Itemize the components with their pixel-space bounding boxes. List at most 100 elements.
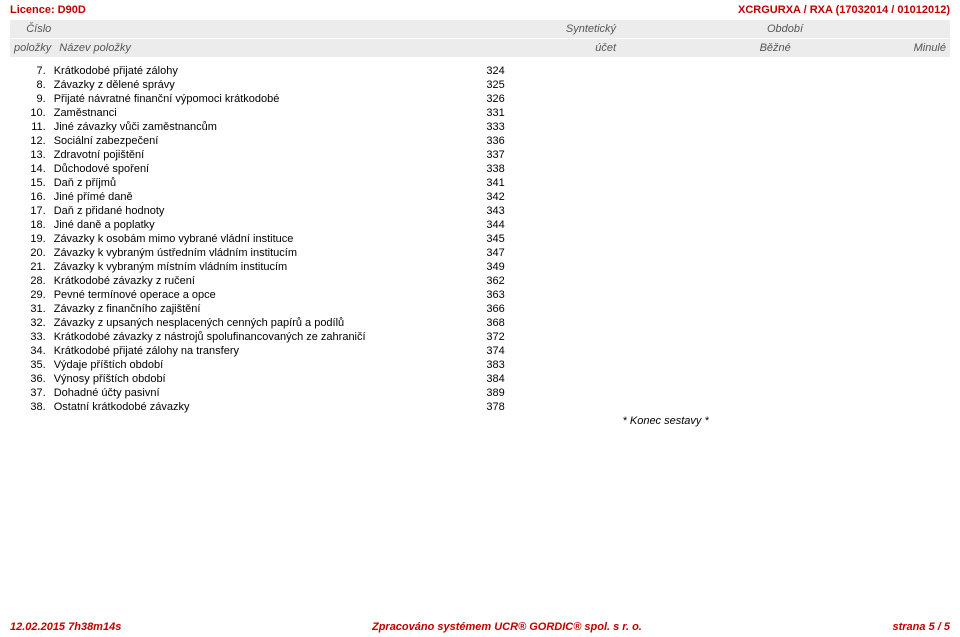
row-account: 336 xyxy=(482,134,618,148)
row-name: Dohadné účty pasivní xyxy=(50,386,483,400)
row-prev xyxy=(794,204,950,218)
row-prev xyxy=(794,246,950,260)
row-prev xyxy=(794,120,950,134)
table-row: 9.Přijaté návratné finanční výpomoci krá… xyxy=(10,92,950,106)
row-current xyxy=(619,120,795,134)
row-name: Sociální zabezpečení xyxy=(50,134,483,148)
row-prev xyxy=(794,330,950,344)
row-account: 341 xyxy=(482,176,618,190)
table-row: 7.Krátkodobé přijaté zálohy324 xyxy=(10,64,950,78)
row-number: 8. xyxy=(10,78,50,92)
row-name: Jiné daně a poplatky xyxy=(50,218,483,232)
row-number: 21. xyxy=(10,260,50,274)
row-number: 31. xyxy=(10,302,50,316)
row-number: 32. xyxy=(10,316,50,330)
row-current xyxy=(619,358,795,372)
table-row: 17.Daň z přidané hodnoty343 xyxy=(10,204,950,218)
table-row: 8.Závazky z dělené správy325 xyxy=(10,78,950,92)
row-account: 374 xyxy=(482,344,618,358)
row-current xyxy=(619,400,795,414)
header-polozky: položky xyxy=(10,39,55,58)
row-name: Krátkodobé závazky z nástrojů spolufinan… xyxy=(50,330,483,344)
row-current xyxy=(619,330,795,344)
table-row: 15.Daň z příjmů341 xyxy=(10,176,950,190)
page: Licence: D90D XCRGURXA / RXA (17032014 /… xyxy=(0,0,960,637)
header-synth: Syntetický xyxy=(484,20,620,39)
row-name: Závazky z upsaných nesplacených cenných … xyxy=(50,316,483,330)
top-bar: Licence: D90D XCRGURXA / RXA (17032014 /… xyxy=(10,4,950,16)
row-current xyxy=(619,316,795,330)
row-current xyxy=(619,246,795,260)
row-name: Krátkodobé přijaté zálohy na transfery xyxy=(50,344,483,358)
end-note-row: * Konec sestavy * xyxy=(10,414,950,428)
row-number: 29. xyxy=(10,288,50,302)
row-name: Krátkodobé závazky z ručení xyxy=(50,274,483,288)
row-account: 325 xyxy=(482,78,618,92)
row-current xyxy=(619,232,795,246)
row-name: Jiné závazky vůči zaměstnancům xyxy=(50,120,483,134)
data-table: 7.Krátkodobé přijaté zálohy3248.Závazky … xyxy=(10,64,950,428)
row-number: 7. xyxy=(10,64,50,78)
footer-page: strana 5 / 5 xyxy=(893,621,950,633)
row-number: 36. xyxy=(10,372,50,386)
row-account: 383 xyxy=(482,358,618,372)
row-number: 20. xyxy=(10,246,50,260)
header-row-2: položky Název položky účet Běžné Minulé xyxy=(10,39,950,58)
column-header: Číslo Syntetický Období položky Název po… xyxy=(10,20,950,58)
end-note: * Konec sestavy * xyxy=(619,414,795,428)
row-account: 389 xyxy=(482,386,618,400)
table-row: 34.Krátkodobé přijaté zálohy na transfer… xyxy=(10,344,950,358)
row-current xyxy=(619,134,795,148)
row-account: 347 xyxy=(482,246,618,260)
row-number: 11. xyxy=(10,120,50,134)
row-prev xyxy=(794,92,950,106)
footer-timestamp: 12.02.2015 7h38m14s xyxy=(10,621,121,633)
header-period: Období xyxy=(620,20,950,39)
row-name: Závazky k vybraným ústředním vládním ins… xyxy=(50,246,483,260)
row-number: 16. xyxy=(10,190,50,204)
row-current xyxy=(619,64,795,78)
row-name: Pevné termínové operace a opce xyxy=(50,288,483,302)
row-name: Daň z přidané hodnoty xyxy=(50,204,483,218)
table-row: 14.Důchodové spoření338 xyxy=(10,162,950,176)
row-prev xyxy=(794,190,950,204)
header-ucet: účet xyxy=(484,39,620,58)
header-row-1: Číslo Syntetický Období xyxy=(10,20,950,39)
table-row: 18.Jiné daně a poplatky344 xyxy=(10,218,950,232)
row-number: 13. xyxy=(10,148,50,162)
row-name: Ostatní krátkodobé závazky xyxy=(50,400,483,414)
row-account: 338 xyxy=(482,162,618,176)
table-row: 12.Sociální zabezpečení336 xyxy=(10,134,950,148)
row-prev xyxy=(794,260,950,274)
row-name: Zaměstnanci xyxy=(50,106,483,120)
row-account: 337 xyxy=(482,148,618,162)
row-account: 324 xyxy=(482,64,618,78)
footer-system: Zpracováno systémem UCR® GORDIC® spol. s… xyxy=(372,621,642,633)
row-prev xyxy=(794,106,950,120)
row-prev xyxy=(794,232,950,246)
row-number: 38. xyxy=(10,400,50,414)
header-bezne: Běžné xyxy=(620,39,795,58)
row-account: 372 xyxy=(482,330,618,344)
row-current xyxy=(619,190,795,204)
table-row: 32.Závazky z upsaných nesplacených cenný… xyxy=(10,316,950,330)
row-account: 331 xyxy=(482,106,618,120)
row-prev xyxy=(794,316,950,330)
row-account: 362 xyxy=(482,274,618,288)
header-blank1 xyxy=(55,20,484,39)
row-current xyxy=(619,92,795,106)
row-name: Výdaje příštích období xyxy=(50,358,483,372)
table-row: 29.Pevné termínové operace a opce363 xyxy=(10,288,950,302)
row-number: 18. xyxy=(10,218,50,232)
row-prev xyxy=(794,344,950,358)
table-row: 13.Zdravotní pojištění337 xyxy=(10,148,950,162)
row-number: 35. xyxy=(10,358,50,372)
row-number: 10. xyxy=(10,106,50,120)
row-prev xyxy=(794,218,950,232)
row-current xyxy=(619,344,795,358)
row-number: 17. xyxy=(10,204,50,218)
row-prev xyxy=(794,386,950,400)
row-current xyxy=(619,288,795,302)
row-prev xyxy=(794,274,950,288)
row-current xyxy=(619,372,795,386)
